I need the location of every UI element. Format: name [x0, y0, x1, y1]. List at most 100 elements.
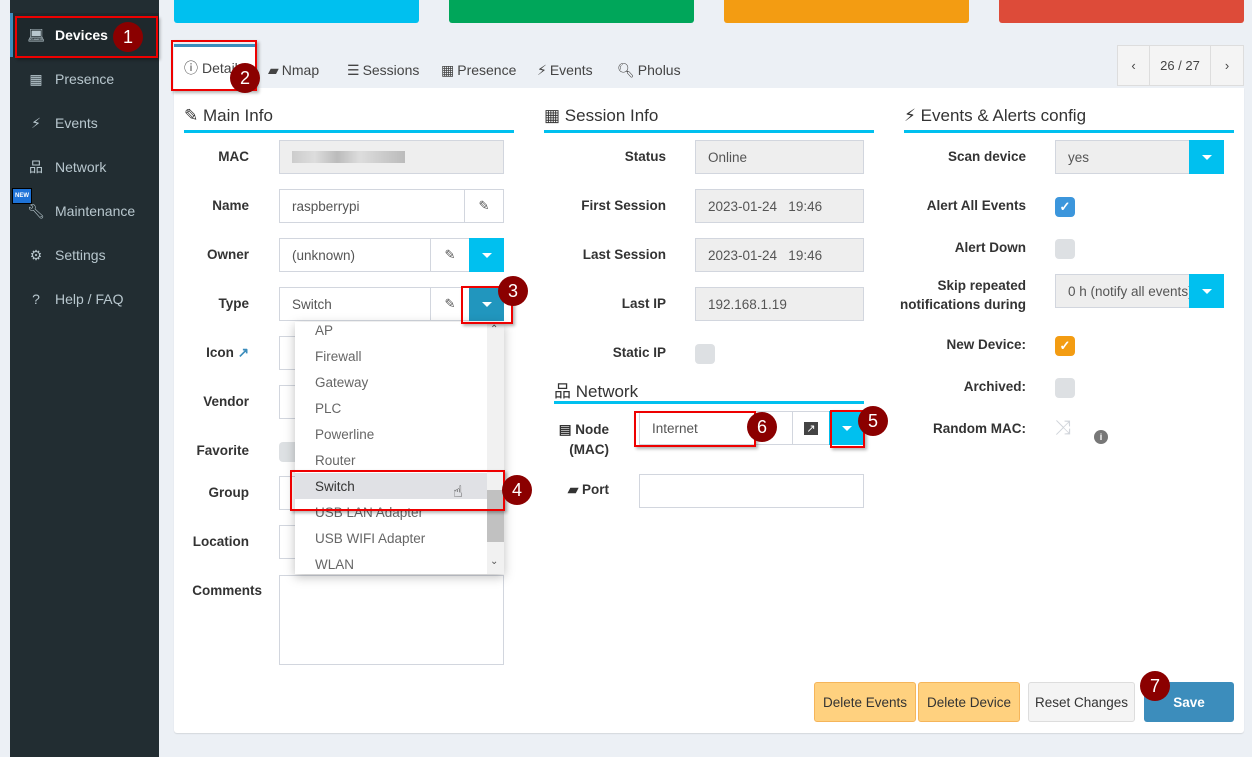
- annotation-box-4: [290, 470, 505, 511]
- reset-changes-button[interactable]: Reset Changes: [1028, 682, 1135, 722]
- sidebar-item-presence[interactable]: ▦ Presence: [10, 57, 159, 101]
- annotation-badge-2: 2: [230, 63, 260, 93]
- name-label: Name: [212, 198, 249, 213]
- main-info-header: ✎ Main Info: [184, 106, 514, 133]
- calendar-icon: ▦: [544, 106, 565, 125]
- next-device-button[interactable]: ›: [1224, 58, 1230, 73]
- new-device-checkbox[interactable]: ✓: [1055, 336, 1075, 356]
- scan-device-select[interactable]: yes: [1055, 140, 1190, 174]
- info-icon: ⓘ: [184, 59, 198, 76]
- edit-type-button[interactable]: ✎: [430, 287, 470, 321]
- pencil-icon: ✎: [184, 106, 203, 125]
- delete-device-button[interactable]: Delete Device: [918, 682, 1020, 722]
- tab-presence[interactable]: ▦ Presence: [441, 61, 517, 79]
- type-option-usb-lan[interactable]: USB LAN Adapter: [315, 504, 424, 520]
- hand-cursor-icon: ☝︎: [453, 484, 463, 501]
- list-ol-icon: ☰: [347, 61, 360, 78]
- laptop-icon: 💻︎: [27, 26, 45, 43]
- info-icon[interactable]: i: [1094, 430, 1108, 444]
- static-ip-label: Static IP: [612, 345, 666, 360]
- sidebar-item-events[interactable]: ⚡︎ Events: [10, 101, 159, 145]
- sidebar-item-network[interactable]: 品 Network: [10, 145, 159, 189]
- scroll-up-icon[interactable]: ⌃: [490, 324, 499, 335]
- scrollbar-thumb[interactable]: [487, 490, 504, 542]
- tab-sessions[interactable]: ☰ Sessions: [347, 61, 420, 79]
- static-ip-checkbox[interactable]: [695, 344, 715, 364]
- new-badge: NEW: [12, 188, 32, 204]
- type-option-router[interactable]: Router: [315, 452, 356, 468]
- caret-down-icon: [1201, 288, 1212, 294]
- sidebar-item-help[interactable]: ? Help / FAQ: [10, 277, 159, 321]
- annotation-box-1: [15, 16, 158, 58]
- type-option-switch[interactable]: Switch: [295, 473, 487, 499]
- comments-label: Comments: [192, 583, 262, 598]
- external-link-square-icon: ↗: [804, 421, 818, 435]
- annotation-box-2: [171, 40, 257, 91]
- summary-card-new[interactable]: [999, 0, 1244, 23]
- gear-icon: ⚙︎: [29, 246, 43, 263]
- pencil-icon: ✎: [444, 247, 456, 262]
- skip-dropdown-button[interactable]: [1189, 274, 1224, 308]
- type-label: Type: [218, 296, 249, 311]
- group-label: Group: [208, 485, 250, 500]
- caret-down-icon: [481, 252, 492, 258]
- summary-card-connected[interactable]: [449, 0, 694, 23]
- annotation-badge-1: 1: [113, 22, 143, 52]
- alert-all-checkbox[interactable]: ✓: [1055, 197, 1075, 217]
- type-option-plc[interactable]: PLC: [315, 400, 342, 416]
- owner-input[interactable]: (unknown): [279, 238, 431, 272]
- wrench-icon: 🔧︎: [27, 202, 45, 219]
- last-session-label: Last Session: [582, 247, 666, 262]
- sitemap-icon: 品: [554, 382, 576, 401]
- sidebar: 💻︎ Devices ▦ Presence ⚡︎ Events 品 Network 🔧︎…: [10, 0, 159, 757]
- annotation-badge-5: 5: [858, 406, 888, 436]
- owner-dropdown-button[interactable]: [469, 238, 504, 272]
- sidebar-item-settings[interactable]: ⚙︎ Settings: [10, 233, 159, 277]
- ethernet-icon: ▰: [268, 61, 279, 78]
- prev-device-button[interactable]: ‹: [1118, 46, 1150, 85]
- type-option-firewall[interactable]: Firewall: [315, 348, 362, 364]
- type-option-wlan[interactable]: WLAN: [315, 556, 355, 572]
- dropdown-scrollbar[interactable]: ⌃ ⌄: [487, 322, 504, 574]
- node-label: ▤ Node (MAC): [558, 422, 609, 457]
- scroll-down-icon[interactable]: ⌄: [490, 556, 499, 567]
- type-option-gateway[interactable]: Gateway: [315, 374, 369, 390]
- favorite-checkbox[interactable]: [279, 442, 299, 462]
- device-pager: ‹ 26 / 27 ›: [1117, 45, 1244, 86]
- skip-notifications-label: Skip repeated notifications during: [900, 278, 1026, 312]
- status-label: Status: [624, 149, 666, 164]
- ethernet-icon: ▰: [567, 482, 582, 497]
- summary-card-all[interactable]: [174, 0, 419, 23]
- caret-down-icon: [481, 301, 492, 307]
- type-input[interactable]: Switch: [279, 287, 431, 321]
- edit-owner-button[interactable]: ✎: [430, 238, 470, 272]
- alert-down-checkbox[interactable]: [1055, 239, 1075, 259]
- icon-label: Icon ↗: [206, 345, 249, 360]
- external-link-icon[interactable]: ↗: [237, 345, 249, 360]
- type-option-powerline[interactable]: Powerline: [315, 426, 375, 442]
- status-field: Online: [695, 140, 864, 174]
- summary-card-favorites[interactable]: [724, 0, 969, 23]
- question-icon: ?: [32, 291, 40, 307]
- port-input[interactable]: [639, 474, 864, 508]
- skip-notifications-select[interactable]: 0 h (notify all events): [1055, 274, 1190, 308]
- tab-nmap[interactable]: ▰ Nmap: [268, 61, 320, 79]
- name-input[interactable]: raspberrypi: [279, 189, 465, 223]
- type-option-ap[interactable]: AP: [315, 322, 334, 338]
- calendar-icon: ▦: [441, 61, 455, 78]
- delete-events-button[interactable]: Delete Events: [814, 682, 916, 722]
- type-option-usb-wifi[interactable]: USB WIFI Adapter: [315, 530, 426, 546]
- tab-pholus[interactable]: 🔍︎ Pholus: [617, 61, 681, 79]
- bolt-icon: ⚡︎: [31, 114, 41, 131]
- edit-name-button[interactable]: ✎: [464, 189, 504, 223]
- bolt-icon: ⚡︎: [904, 106, 921, 125]
- random-mac-label: Random MAC:: [933, 421, 1026, 436]
- alerts-header: ⚡︎ Events & Alerts config: [904, 106, 1234, 133]
- mac-field: [279, 140, 504, 174]
- archived-checkbox[interactable]: [1055, 378, 1075, 398]
- sidebar-item-maintenance[interactable]: 🔧︎ Maintenance: [10, 189, 159, 233]
- tab-events[interactable]: ⚡︎ Events: [537, 61, 593, 79]
- scan-device-dropdown-button[interactable]: [1189, 140, 1224, 174]
- open-node-button[interactable]: ↗: [792, 411, 830, 445]
- comments-textarea[interactable]: [279, 575, 504, 665]
